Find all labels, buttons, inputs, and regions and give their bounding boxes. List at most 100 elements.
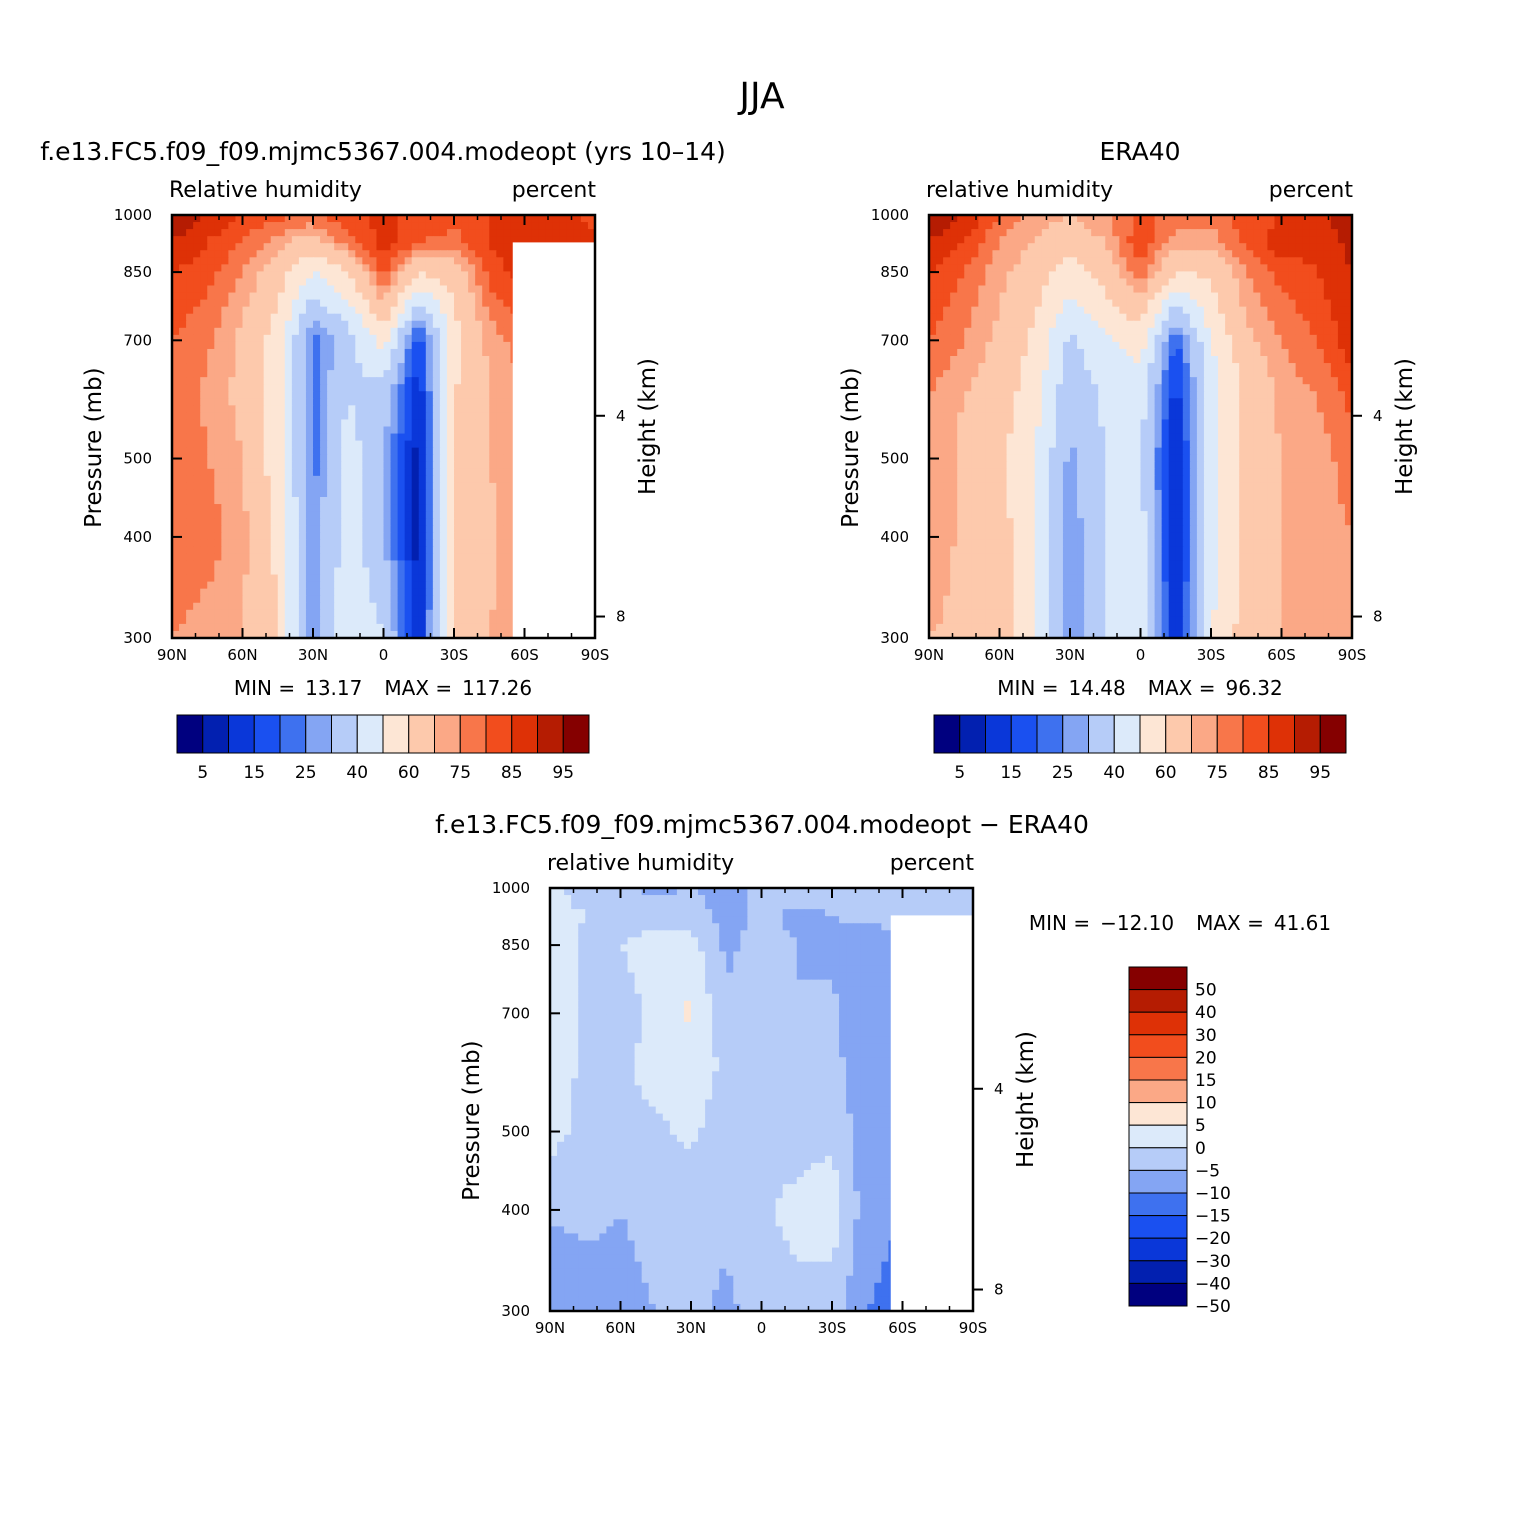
- heatmap-cell: [306, 342, 314, 350]
- heatmap-cell: [320, 342, 328, 350]
- heatmap-cell: [1035, 243, 1043, 251]
- heatmap-cell: [250, 575, 258, 583]
- heatmap-cell: [1232, 321, 1240, 329]
- heatmap-cell: [1176, 293, 1184, 301]
- heatmap-cell: [433, 532, 441, 540]
- heatmap-cell: [426, 384, 434, 392]
- heatmap-cell: [228, 236, 236, 244]
- heatmap-cell: [1014, 328, 1022, 336]
- heatmap-cell: [334, 293, 342, 301]
- heatmap-cell: [355, 286, 363, 294]
- heatmap-cell: [1021, 335, 1029, 343]
- heatmap-cell: [369, 582, 377, 590]
- heatmap-cell: [264, 596, 272, 604]
- heatmap-cell: [447, 307, 455, 315]
- heatmap-cell: [228, 539, 236, 547]
- heatmap-cell: [292, 321, 300, 329]
- heatmap-cell: [447, 377, 455, 385]
- heatmap-cell: [1155, 271, 1163, 279]
- heatmap-cell: [1056, 300, 1064, 308]
- heatmap-cell: [235, 264, 243, 272]
- heatmap-cell: [228, 546, 236, 554]
- heatmap-cell: [1289, 335, 1297, 343]
- heatmap-cell: [243, 455, 251, 463]
- heatmap-cell: [475, 624, 483, 632]
- heatmap-cell: [362, 278, 370, 286]
- heatmap-cell: [936, 243, 944, 251]
- heatmap-cell: [1331, 356, 1339, 364]
- heatmap-cell: [355, 504, 363, 512]
- heatmap-cell: [503, 532, 511, 540]
- heatmap-cell: [285, 356, 293, 364]
- heatmap-cell: [193, 328, 201, 336]
- heatmap-cell: [1296, 321, 1304, 329]
- heatmap-cell: [978, 349, 986, 357]
- heatmap-cell: [503, 504, 511, 512]
- heatmap-cell: [320, 546, 328, 554]
- heatmap-cell: [489, 476, 497, 484]
- heatmap-cell: [433, 568, 441, 576]
- heatmap-cell: [412, 596, 420, 604]
- heatmap-cell: [461, 448, 469, 456]
- heatmap-cell: [341, 222, 349, 230]
- heatmap-cell: [1310, 307, 1318, 315]
- heatmap-cell: [1253, 307, 1261, 315]
- heatmap-cell: [200, 314, 208, 322]
- heatmap-cell: [1112, 328, 1120, 336]
- heatmap-cell: [1282, 321, 1290, 329]
- heatmap-cell: [503, 568, 511, 576]
- heatmap-cell: [433, 335, 441, 343]
- heatmap-cell: [1042, 342, 1050, 350]
- heatmap-cell: [496, 462, 504, 470]
- heatmap-cell: [468, 596, 476, 604]
- heatmap-cell: [496, 398, 504, 406]
- colorbar-swatch: [177, 715, 203, 753]
- heatmap-cell: [313, 504, 321, 512]
- heatmap-cell: [405, 553, 413, 561]
- heatmap-cell: [433, 405, 441, 413]
- heatmap-cell: [1282, 271, 1290, 279]
- heatmap-cell: [264, 250, 272, 258]
- heatmap-cell: [1197, 243, 1205, 251]
- heatmap-cell: [320, 610, 328, 618]
- heatmap-cell: [285, 328, 293, 336]
- heatmap-cell: [355, 546, 363, 554]
- heatmap-cell: [369, 349, 377, 357]
- heatmap-cell: [1070, 321, 1078, 329]
- heatmap-cell: [1148, 349, 1156, 357]
- heatmap-cell: [454, 377, 462, 385]
- heatmap-cell: [369, 568, 377, 576]
- heatmap-cell: [985, 250, 993, 258]
- heatmap-cell: [193, 497, 201, 505]
- heatmap-cell: [200, 356, 208, 364]
- heatmap-cell: [391, 412, 399, 420]
- heatmap-cell: [503, 441, 511, 449]
- heatmap-cell: [447, 370, 455, 378]
- heatmap-cell: [250, 596, 258, 604]
- heatmap-cell: [200, 568, 208, 576]
- heatmap-cell: [355, 455, 363, 463]
- heatmap-cell: [461, 582, 469, 590]
- heatmap-cell: [320, 455, 328, 463]
- heatmap-cell: [1169, 222, 1177, 230]
- heatmap-cell: [341, 384, 349, 392]
- heatmap-cell: [1289, 243, 1297, 251]
- heatmap-cell: [419, 412, 427, 420]
- heatmap-cell: [964, 314, 972, 322]
- heatmap-cell: [503, 363, 511, 371]
- heatmap-cell: [1119, 300, 1127, 308]
- heatmap-cell: [489, 462, 497, 470]
- heatmap-cell: [1169, 250, 1177, 258]
- heatmap-cell: [489, 342, 497, 350]
- heatmap-cell: [348, 335, 356, 343]
- heatmap-cell: [482, 342, 490, 350]
- heatmap-cell: [1000, 264, 1008, 272]
- heatmap-cell: [250, 448, 258, 456]
- heatmap-cell: [313, 589, 321, 597]
- heatmap-cell: [503, 539, 511, 547]
- heatmap-cell: [1063, 300, 1071, 308]
- heatmap-cell: [250, 469, 258, 477]
- heatmap-cell: [433, 448, 441, 456]
- heatmap-cell: [264, 462, 272, 470]
- heatmap-cell: [475, 441, 483, 449]
